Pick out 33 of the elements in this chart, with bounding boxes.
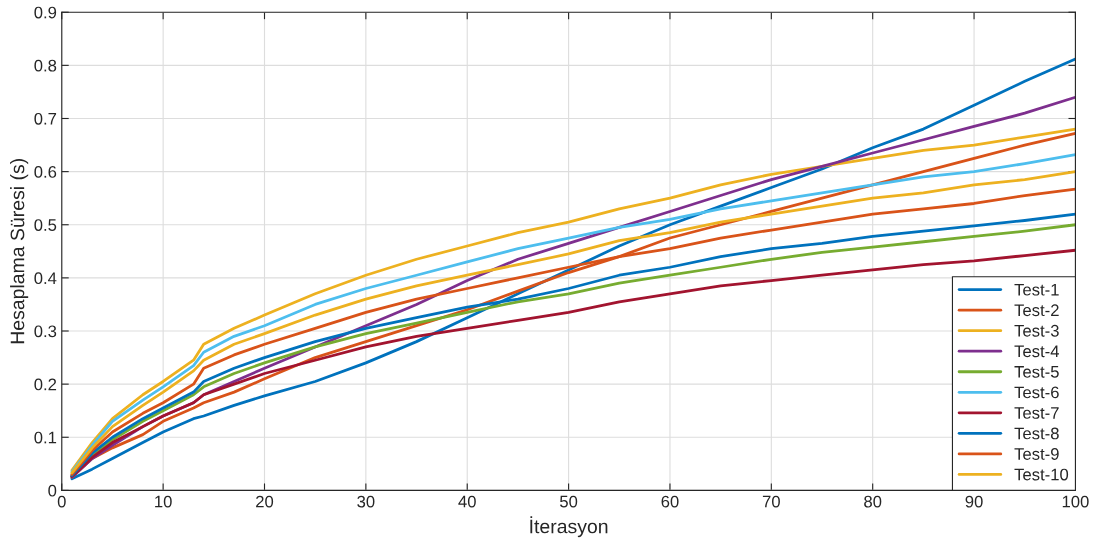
x-tick-label: 0 bbox=[57, 495, 66, 508]
x-tick-label: 20 bbox=[256, 495, 274, 508]
x-tick-label: 50 bbox=[559, 495, 578, 508]
legend-label: Test-3 bbox=[1014, 324, 1059, 337]
y-tick-label: 0 bbox=[48, 484, 57, 497]
y-tick-label: 0.8 bbox=[34, 59, 57, 72]
y-tick-label: 0.4 bbox=[34, 272, 57, 285]
x-tick-label: 10 bbox=[155, 495, 172, 508]
y-tick-label: 0.9 bbox=[34, 6, 57, 19]
x-tick-label: 100 bbox=[1062, 495, 1089, 508]
y-tick-label: 0.6 bbox=[34, 166, 57, 178]
y-tick-label: 0.1 bbox=[34, 431, 57, 444]
legend-label: Test-9 bbox=[1014, 448, 1059, 460]
x-tick-label: 40 bbox=[458, 495, 476, 508]
x-tick-label: 60 bbox=[661, 495, 679, 508]
legend-label: Test-2 bbox=[1014, 304, 1059, 317]
legend-label: Test-5 bbox=[1014, 366, 1059, 378]
legend-label: Test-8 bbox=[1014, 427, 1059, 440]
y-tick-label: 0.3 bbox=[34, 325, 57, 338]
y-tick-label: 0.5 bbox=[34, 219, 57, 231]
legend-label: Test-6 bbox=[1014, 386, 1059, 399]
legend-label: Test-10 bbox=[1014, 468, 1069, 481]
y-tick-label: 0.2 bbox=[34, 378, 57, 391]
legend-label: Test-4 bbox=[1014, 345, 1060, 358]
y-axis-title: Hesaplama Süresi (s) bbox=[10, 159, 29, 344]
x-tick-label: 90 bbox=[965, 495, 983, 508]
x-tick-label: 30 bbox=[357, 495, 375, 508]
x-tick-label: 80 bbox=[864, 495, 882, 508]
x-axis-title: İterasyon bbox=[530, 516, 608, 538]
x-tick-label: 70 bbox=[762, 495, 780, 508]
legend-label: Test-7 bbox=[1014, 407, 1059, 419]
legend-label: Test-1 bbox=[1014, 283, 1059, 296]
y-tick-label: 0.7 bbox=[34, 112, 57, 125]
